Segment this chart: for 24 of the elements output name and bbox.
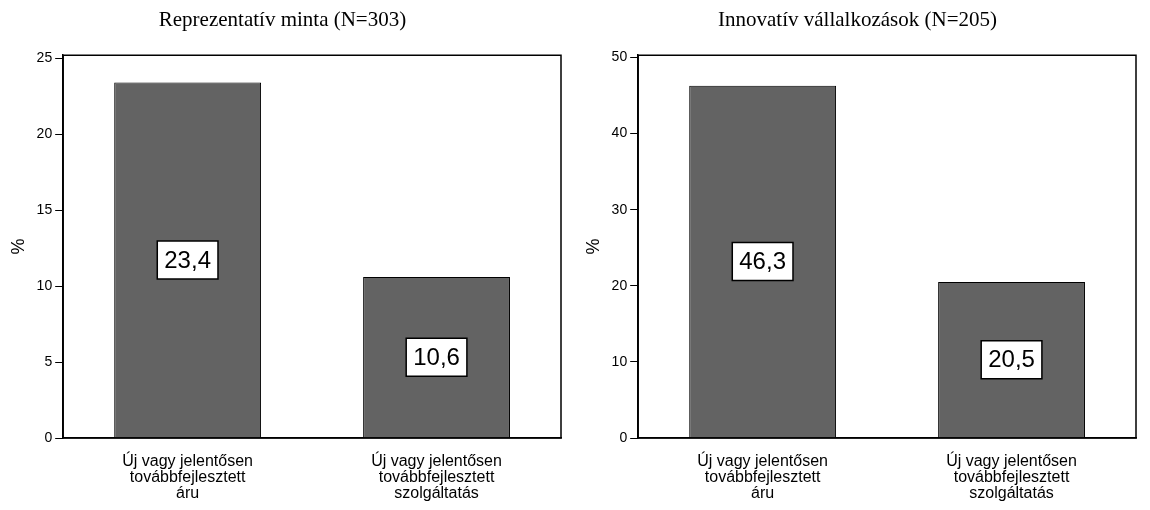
- y-tick-label: 0: [619, 428, 628, 445]
- x-tick-label: Új vagy jelentősen továbbfejlesztett áru: [697, 451, 828, 502]
- x-tick-label: Új vagy jelentősen továbbfejlesztett áru: [122, 451, 253, 502]
- y-tick-label: 10: [611, 352, 628, 369]
- chart-title: Innovatív vállalkozások (N=205): [718, 7, 997, 32]
- y-tick-label: 30: [611, 200, 628, 217]
- chart-title: Reprezentatív minta (N=303): [158, 7, 407, 32]
- y-tick-label: 15: [36, 201, 53, 217]
- y-tick-label: 20: [36, 125, 53, 142]
- data-label: 46,3: [739, 247, 786, 275]
- data-label: 23,4: [164, 245, 211, 273]
- y-tick-label: 40: [611, 124, 628, 141]
- y-tick-label: 5: [44, 352, 53, 369]
- x-tick-label: Új vagy jelentősen továbbfejlesztett szolgáltatás: [946, 451, 1077, 502]
- y-tick-label: 25: [36, 49, 53, 66]
- y-tick-label: 20: [611, 276, 628, 293]
- y-tick-label: 0: [44, 428, 53, 445]
- x-tick-label: Új vagy jelentősen továbbfejlesztett szolgáltatás: [371, 451, 502, 502]
- y-axis-title: %: [7, 238, 28, 255]
- data-label: 20,5: [988, 345, 1035, 373]
- y-tick-label: 50: [611, 48, 628, 65]
- y-axis-title: %: [582, 238, 603, 255]
- y-tick-label: 10: [36, 276, 53, 293]
- data-label: 10,6: [413, 342, 460, 370]
